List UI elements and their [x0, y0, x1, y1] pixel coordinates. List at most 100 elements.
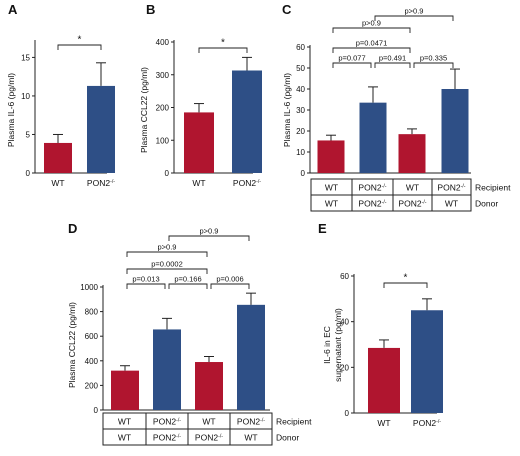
bar	[232, 70, 262, 173]
y-tick-label: 15	[21, 53, 30, 62]
significance-bracket	[374, 15, 454, 21]
table-cell: WT	[406, 183, 419, 193]
bar	[237, 304, 265, 410]
y-tick-label: 400	[85, 357, 99, 366]
bar	[87, 85, 115, 173]
bar	[411, 310, 443, 413]
table-row-label: Donor	[475, 199, 498, 209]
significance-label: *	[78, 35, 82, 46]
panel-c: C 0 10 20 30 40 50 60 Plasma IL-6 (pg/ml) p=0.077…	[282, 2, 511, 212]
panel-letter: E	[318, 221, 327, 236]
x-tick-label: WT	[51, 178, 64, 188]
y-axis-label: Plasma IL-6 (pg/ml)	[282, 73, 292, 147]
y-tick-label: 0	[26, 169, 31, 178]
bar	[195, 362, 223, 410]
table-row-label: Recipient	[475, 183, 511, 193]
y-tick-label: 0	[345, 409, 350, 418]
significance-bracket	[413, 62, 454, 68]
table-cell: WT	[244, 433, 257, 443]
y-axis-label: supernatant (pg/ml)	[333, 308, 343, 382]
bar	[368, 347, 400, 413]
significance-bracket	[126, 283, 166, 289]
table-row-label: Donor	[276, 433, 299, 443]
significance-bracket	[332, 62, 372, 68]
x-tick-label: WT	[377, 418, 390, 428]
table-cell: PON2-/-	[153, 417, 181, 427]
bar	[184, 112, 214, 173]
bar	[317, 140, 345, 173]
panel-b: B 0 100 200 300 400 Plasma CCL22 (pg/ml) WT PON2…	[139, 2, 262, 188]
table-cell: WT	[325, 199, 338, 209]
y-tick-label: 200	[156, 104, 170, 113]
y-tick-label: 1000	[80, 283, 98, 292]
significance-label: p>0.9	[405, 7, 424, 16]
bar	[441, 89, 469, 173]
panel-d: D 0 200 400 600 800 1000 Plasma CCL22 (pg/ml) p=…	[67, 221, 312, 446]
significance-label: p>0.9	[158, 243, 177, 252]
significance-label: p=0.0471	[356, 39, 388, 48]
table-cell: PON2-/-	[237, 417, 265, 427]
bar	[398, 134, 426, 173]
significance-bracket	[332, 27, 411, 33]
x-tick-label: PON2-/-	[87, 178, 115, 188]
y-tick-label: 0	[94, 406, 99, 415]
bar	[44, 142, 72, 173]
x-tick-label: PON2-/-	[413, 418, 441, 428]
table-cell: PON2-/-	[358, 199, 386, 209]
y-tick-label: 40	[296, 85, 305, 94]
table-cell: PON2-/-	[437, 183, 465, 193]
table-cell: PON2-/-	[398, 199, 426, 209]
y-tick-label: 300	[156, 71, 170, 80]
significance-bracket	[332, 47, 411, 53]
table-cell: PON2-/-	[358, 183, 386, 193]
table-cell: PON2-/-	[195, 433, 223, 443]
significance-bracket	[168, 283, 208, 289]
y-tick-label: 0	[301, 169, 306, 178]
significance-label: p>0.9	[200, 227, 219, 236]
panel-letter: B	[146, 2, 155, 17]
significance-bracket	[126, 251, 208, 257]
y-axis-label: Plasma CCL22 (pg/ml)	[139, 67, 149, 153]
significance-label: p=0.0002	[151, 260, 183, 269]
table-cell: WT	[202, 417, 215, 427]
panel-letter: D	[68, 221, 77, 236]
x-tick-label: PON2-/-	[233, 178, 261, 188]
significance-bracket	[126, 268, 208, 274]
y-tick-label: 5	[26, 130, 31, 139]
y-tick-label: 20	[340, 363, 349, 372]
y-tick-label: 30	[296, 106, 305, 115]
table-cell: WT	[118, 433, 131, 443]
significance-label: p=0.335	[420, 54, 447, 63]
y-tick-label: 50	[296, 64, 305, 73]
panel-a: A 0 5 10 15 Plasma IL-6 (pg/ml) WT PON2-/- *	[6, 2, 115, 188]
y-tick-label: 10	[296, 148, 305, 157]
bar	[359, 102, 387, 173]
significance-label: p=0.013	[132, 275, 159, 284]
y-tick-label: 400	[156, 38, 170, 47]
significance-label: *	[221, 38, 225, 49]
significance-label: p=0.006	[216, 275, 243, 284]
y-axis-label: Plasma CCL22 (pg/ml)	[67, 302, 77, 388]
significance-bracket	[168, 235, 250, 241]
bar	[153, 329, 181, 410]
significance-bracket	[383, 282, 428, 288]
x-tick-label: WT	[192, 178, 205, 188]
significance-label: p>0.9	[362, 19, 381, 28]
significance-label: p=0.491	[379, 54, 406, 63]
y-tick-label: 100	[156, 136, 170, 145]
y-tick-label: 20	[296, 127, 305, 136]
table-cell: WT	[118, 417, 131, 427]
panel-e: E 0 20 40 60 IL-6 in EC supernatant (pg/ml) WT P…	[318, 221, 443, 428]
y-axis-label: Plasma IL-6 (pg/ml)	[6, 73, 16, 147]
significance-label: p=0.077	[338, 54, 365, 63]
y-tick-label: 60	[340, 272, 349, 281]
significance-label: p=0.166	[174, 275, 201, 284]
y-tick-label: 600	[85, 332, 99, 341]
significance-bracket	[210, 283, 250, 289]
table-cell: PON2-/-	[153, 433, 181, 443]
significance-bracket	[374, 62, 411, 68]
y-tick-label: 40	[340, 318, 349, 327]
table-cell: WT	[325, 183, 338, 193]
